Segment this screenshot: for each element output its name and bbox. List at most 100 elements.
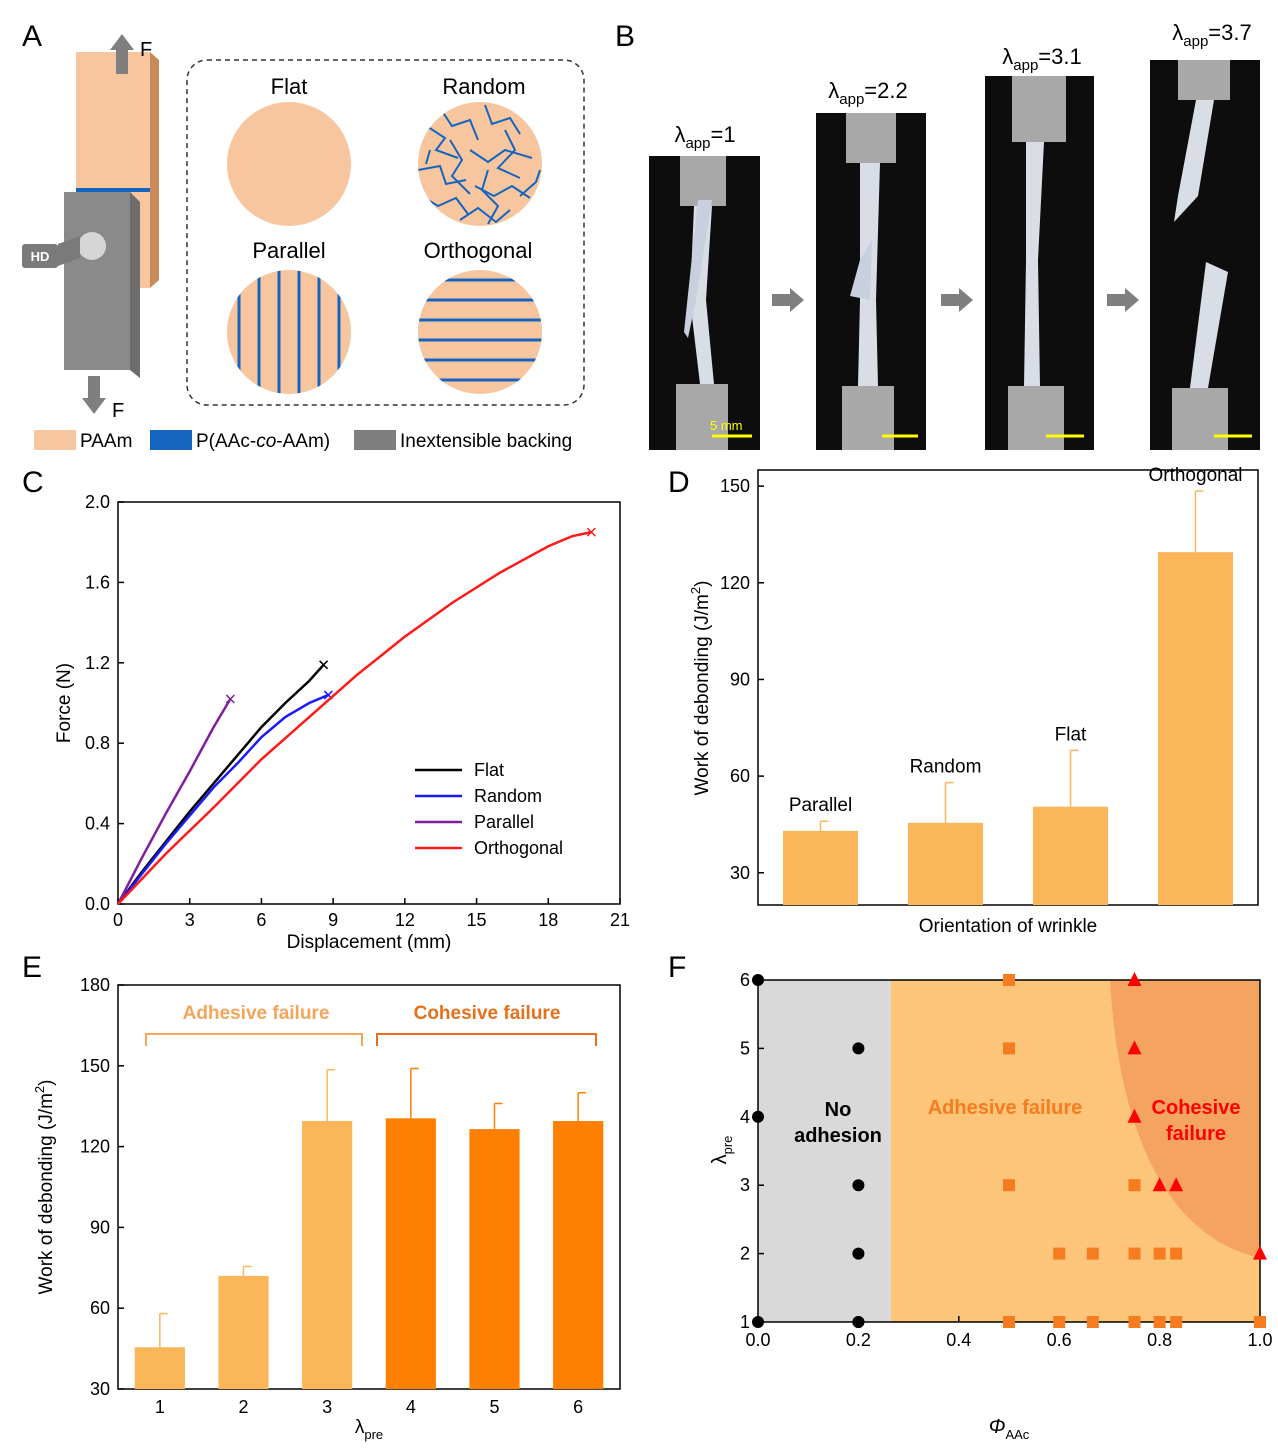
chart-d-category-label: Random [910, 757, 982, 778]
chart-d-category-label: Parallel [789, 795, 852, 816]
legend-label-paam: PAAm [80, 431, 132, 452]
chart-e-bar-2 [218, 1275, 269, 1389]
chart-d-ytick-label: 30 [730, 863, 750, 883]
chart-d-frame [757, 469, 1259, 906]
chart-e-bar-1 [134, 1347, 185, 1389]
cohesive-failure-point [1253, 1245, 1267, 1260]
chart-d-ytick-label: 90 [730, 669, 750, 689]
chart-f-ytick-label: 4 [740, 1107, 750, 1127]
pattern-orthogonal-disc [418, 270, 542, 394]
region-label-no-adhesion: No adhesion [794, 1099, 882, 1147]
chart-f-xlabel: ΦAAc [989, 1416, 1030, 1442]
region-cohesive [1110, 980, 1260, 1258]
phase-diagram-chart: No adhesion Adhesive failure Cohesive fail… [709, 970, 1273, 1442]
legend-label-orthogonal: Orthogonal [474, 838, 563, 858]
chart-e-ytick-label: 120 [80, 1137, 110, 1157]
region-label-cohesive: Cohesive failure [1152, 1097, 1241, 1145]
chart-f-ytick-label: 2 [740, 1244, 750, 1264]
legend-swatch-paam [34, 430, 76, 450]
frame-2-label: λapp=2.2 [828, 78, 907, 108]
chart-c-ytick-label: 1.2 [85, 653, 110, 673]
chart-e-xtick-label: 5 [489, 1397, 499, 1417]
no-adhesion-point [752, 974, 764, 986]
pattern-random-wrinkles [418, 104, 541, 225]
chart-f-ylabel: λpre [709, 1136, 735, 1165]
adhesive-failure-point [1086, 1316, 1099, 1328]
series-end-marker [319, 660, 329, 670]
no-adhesion-point [852, 1247, 865, 1260]
chart-e-bar-4 [385, 1118, 436, 1389]
chart-c-ytick-label: 2.0 [85, 492, 110, 512]
chart-e-ytick-label: 90 [90, 1217, 110, 1237]
cohesive-failure-point [1127, 972, 1142, 986]
adhesive-failure-point [1170, 1316, 1183, 1328]
series-line-flat [116, 663, 325, 905]
prestretch-work-chart: λpre Work of debonding (J/m2) 30 60 90 120 1… [32, 975, 621, 1442]
chart-c-frame [117, 501, 621, 905]
cohesive-bracket [376, 1033, 597, 1046]
chart-c-xtick-label: 3 [185, 910, 195, 930]
cohesive-failure-point [1127, 1108, 1142, 1123]
material-legend: PAAm P(AAc-co-AAm) Inextensible backing [34, 430, 572, 452]
pattern-random-disc [418, 102, 542, 226]
panel-label-b: B [615, 20, 636, 53]
chart-f-xtick-label: 0.0 [745, 1330, 770, 1350]
chart-c-xtick-label: 21 [610, 910, 630, 930]
series-line-orthogonal [117, 530, 592, 905]
chart-d-category-label: Orthogonal [1148, 465, 1242, 486]
chart-e-bar-3 [302, 1121, 353, 1389]
chart-f-ytick-label: 3 [740, 1175, 750, 1195]
adhesive-failure-point [1128, 1247, 1141, 1260]
pattern-parallel-disc [227, 270, 351, 394]
adhesive-failure-point [1003, 1179, 1015, 1192]
chart-c-xtick-label: 0 [113, 910, 123, 930]
chart-e-xlabel: λpre [355, 1417, 383, 1442]
panel-label-c: C [22, 466, 44, 499]
legend-label-backing: Inextensible backing [400, 431, 572, 452]
legend-swatch-copolymer [150, 430, 192, 450]
chart-c-xtick-label: 9 [328, 910, 338, 930]
chart-d-xlabel: Orientation of wrinkle [919, 916, 1097, 937]
chart-c-xtick-label: 15 [467, 910, 487, 930]
adhesive-failure-point [1053, 1316, 1066, 1328]
region-no-adhesion [758, 980, 891, 1322]
chart-c-ylabel: Force (N) [54, 663, 75, 743]
adhesive-group-label: Adhesive failure [183, 1003, 330, 1024]
frame-3-label: λapp=3.1 [1002, 44, 1081, 74]
series-line-random [117, 693, 329, 905]
chart-e-xtick-label: 3 [322, 1397, 332, 1417]
chart-d-bar-flat [1033, 806, 1108, 905]
chart-f-xtick-label: 0.8 [1147, 1330, 1172, 1350]
chart-c-xtick-label: 6 [256, 910, 266, 930]
adhesive-failure-point [1053, 1247, 1066, 1260]
no-adhesion-point [752, 1316, 764, 1328]
adhesive-failure-point [1153, 1247, 1166, 1260]
no-adhesion-point [752, 1110, 764, 1123]
photo-frame-1: 5 mm [649, 156, 760, 450]
chart-e-xtick-label: 4 [406, 1397, 416, 1417]
series-end-marker [225, 694, 235, 704]
series-line-parallel [116, 698, 232, 905]
chart-e-frame [117, 984, 621, 1390]
force-label-top: F [140, 39, 152, 61]
chart-e-ytick-label: 60 [90, 1298, 110, 1318]
chart-d-ytick-label: 120 [720, 573, 750, 593]
failure-group-brackets: Adhesive failure Cohesive failure [145, 1003, 597, 1046]
legend-label-flat: Flat [474, 760, 504, 780]
no-adhesion-point [852, 1042, 865, 1055]
photo-frame-4 [1150, 60, 1260, 450]
pattern-flat-disc [227, 102, 351, 226]
pattern-label-random: Random [442, 74, 525, 99]
force-arrow-top: F [110, 34, 152, 74]
adhesive-failure-point [1153, 1316, 1166, 1328]
chart-c-ytick-label: 0.0 [85, 894, 110, 914]
chart-e-xtick-label: 6 [573, 1397, 583, 1417]
force-displacement-chart: Displacement (mm) Force (N) 0 3 6 9 12 15 18 21… [54, 492, 630, 953]
chart-d-bar-orthogonal [1158, 552, 1233, 905]
panel-b-photos: λapp=1 λapp=2.2 λapp=3.1 λapp=3.7 5 mm [649, 20, 1260, 450]
chart-c-xtick-label: 18 [538, 910, 558, 930]
adhesive-failure-point [1003, 974, 1015, 986]
photo-frame-3 [985, 76, 1094, 450]
cohesive-failure-point [1152, 1177, 1167, 1192]
pattern-label-flat: Flat [271, 74, 308, 99]
